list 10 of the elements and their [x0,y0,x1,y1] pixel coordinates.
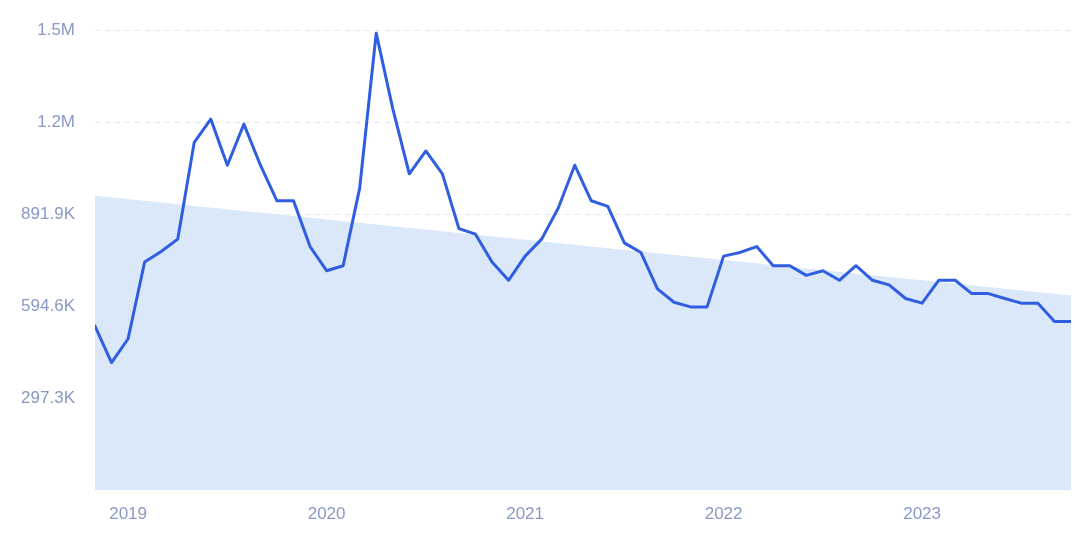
x-tick-label: 2022 [704,503,743,523]
x-tick-label: 2023 [903,503,942,523]
y-tick-label: 1.5M [37,19,75,39]
x-tick-label: 2020 [307,503,346,523]
y-tick-label: 1.2M [37,111,75,131]
x-tick-label: 2019 [109,503,147,523]
y-tick-label: 594.6K [21,295,76,315]
y-tick-label: 891.9K [21,203,76,223]
y-tick-label: 297.3K [21,387,76,407]
x-tick-label: 2021 [506,503,545,523]
